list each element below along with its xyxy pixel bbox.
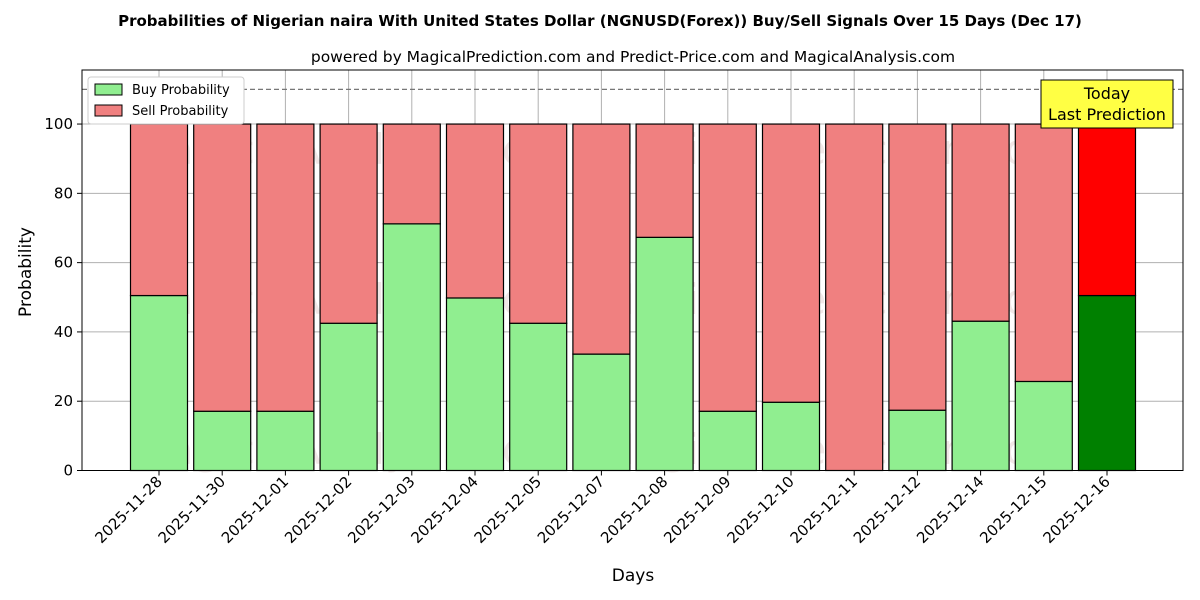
- buy-bar: [382, 223, 441, 472]
- sell-bar: [761, 123, 821, 403]
- y-tick-label: 20: [54, 392, 73, 410]
- sell-bar: [319, 123, 378, 324]
- legend-sell-label: Sell Probability: [132, 104, 229, 119]
- x-tick-label: 2025-11-28: [91, 473, 165, 547]
- annotation-line2: Last Prediction: [1048, 105, 1166, 124]
- buy-bar: [635, 236, 694, 472]
- buy-bar: [445, 297, 505, 472]
- y-tick-label: 40: [54, 323, 73, 341]
- plot-frame: [81, 69, 1184, 471]
- sell-bar: [509, 123, 568, 324]
- sell-bar: [382, 123, 441, 225]
- x-tick-label: 2025-12-10: [723, 473, 797, 547]
- chart-subtitle: powered by MagicalPrediction.com and Pre…: [311, 48, 955, 66]
- buy-bar: [1014, 380, 1073, 472]
- x-tick-label: 2025-12-16: [1039, 473, 1113, 547]
- x-tick-label: 2025-12-09: [660, 473, 734, 547]
- x-tick-label: 2025-12-08: [597, 473, 671, 547]
- sell-bar: [256, 123, 315, 412]
- sell-bar: [1014, 123, 1073, 383]
- sell-bar: [1077, 123, 1137, 297]
- buy-bar: [888, 409, 947, 472]
- x-axis-label: Days: [612, 566, 655, 586]
- buy-bar: [1077, 294, 1137, 472]
- annotation-line1: Today: [1083, 84, 1130, 103]
- x-tick-label: 2025-12-11: [787, 473, 861, 547]
- y-tick-label: 0: [63, 462, 73, 480]
- buy-bar: [572, 353, 631, 472]
- x-tick-label: 2025-12-03: [344, 473, 418, 547]
- today-annotation: Today Last Prediction: [1040, 79, 1174, 129]
- buy-bar: [319, 322, 378, 472]
- chart-title: Probabilities of Nigerian naira With Uni…: [118, 12, 1082, 30]
- legend-sell-swatch: [94, 104, 123, 117]
- buy-bar: [256, 410, 315, 472]
- x-tick-label: 2025-11-30: [155, 473, 229, 547]
- buy-bar: [698, 410, 757, 472]
- sell-bar: [888, 123, 947, 411]
- y-axis-label: Probability: [16, 227, 36, 317]
- sell-bar: [193, 123, 252, 412]
- buy-bar: [951, 320, 1010, 472]
- buy-bar: [509, 322, 568, 472]
- x-tick-label: 2025-12-02: [281, 473, 355, 547]
- sell-bar: [698, 123, 757, 412]
- y-tick-label: 100: [44, 115, 73, 133]
- x-tick-label: 2025-12-01: [218, 473, 292, 547]
- y-tick-label: 80: [54, 184, 73, 202]
- buy-bar: [193, 410, 252, 472]
- x-tick-label: 2025-12-14: [913, 473, 987, 547]
- sell-bar: [635, 123, 694, 238]
- buy-bar: [129, 294, 189, 472]
- legend-buy-label: Buy Probability: [132, 83, 230, 98]
- y-tick-label: 60: [54, 254, 73, 272]
- legend-buy-swatch: [94, 83, 123, 96]
- x-tick-label: 2025-12-07: [534, 473, 608, 547]
- sell-bar: [825, 123, 884, 472]
- x-tick-label: 2025-12-05: [471, 473, 545, 547]
- sell-bar: [572, 123, 631, 355]
- buy-bar: [761, 401, 821, 472]
- x-tick-label: 2025-12-04: [407, 473, 481, 547]
- sell-bar: [445, 123, 505, 299]
- x-tick-label: 2025-12-15: [976, 473, 1050, 547]
- sell-bar: [129, 123, 189, 297]
- sell-bar: [951, 123, 1010, 322]
- legend: Buy Probability Sell Probability: [87, 76, 245, 125]
- x-tick-label: 2025-12-12: [850, 473, 924, 547]
